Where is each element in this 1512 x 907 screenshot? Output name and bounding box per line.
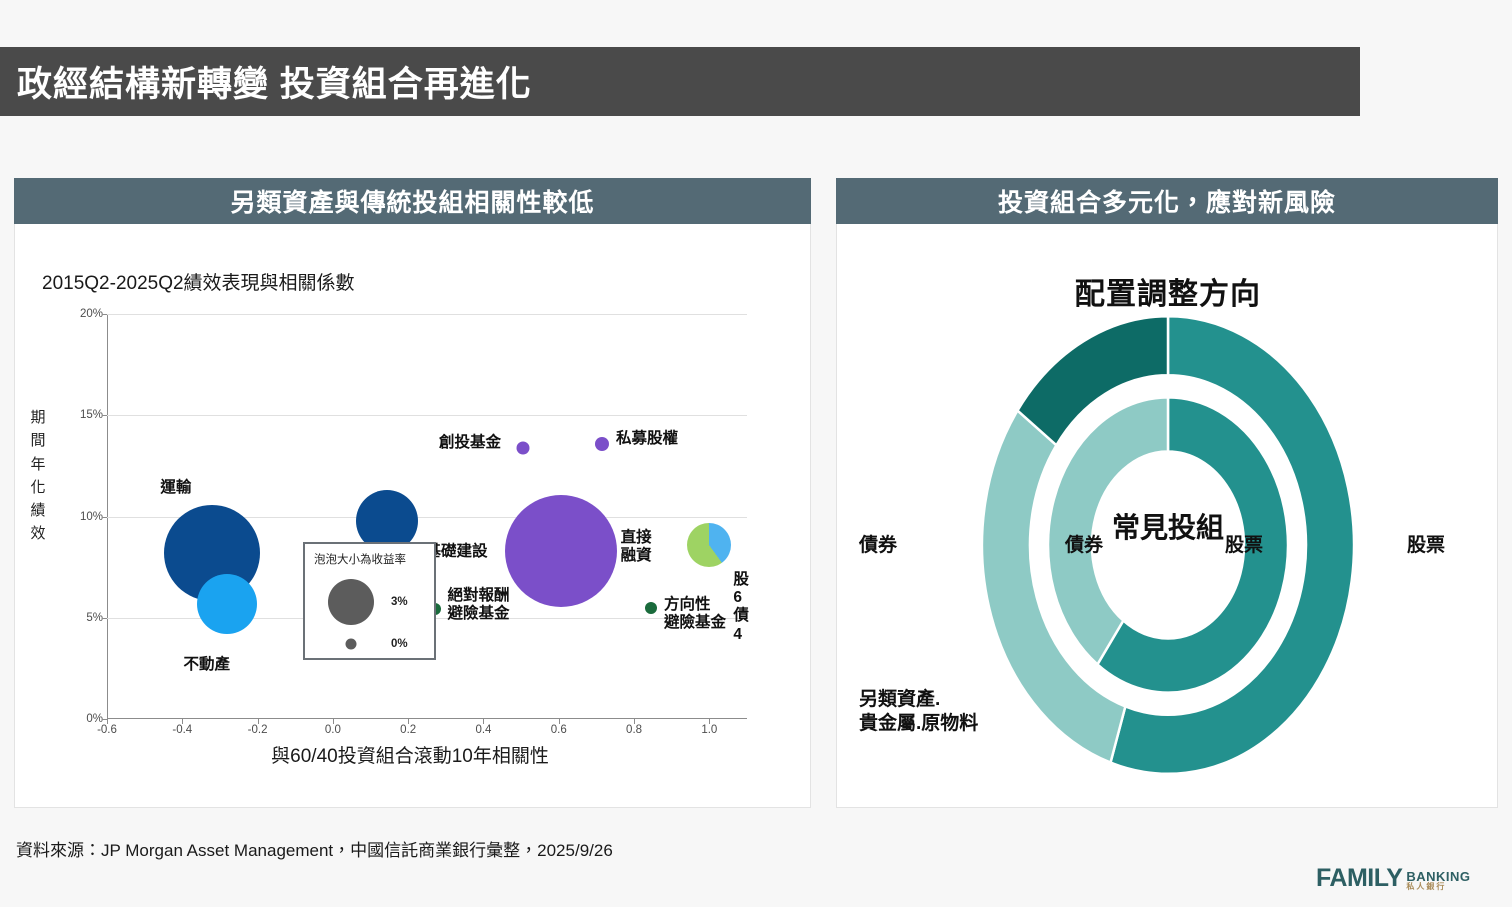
y-axis-tick-label: 15%	[79, 409, 103, 422]
donut-segment-outer-另類資產.貴金屬.原物料	[1015, 314, 1170, 448]
data-point-bubble	[516, 441, 530, 455]
data-point-label: 直接 融資	[620, 528, 652, 565]
right-panel-body: 配置調整方向 常見投組 債券 債券 股票 股票 另類資產. 貴金屬.原物料	[836, 224, 1498, 808]
legend-bubble-small	[345, 638, 357, 650]
y-axis-title-char: 績	[30, 502, 46, 519]
bubble-chart-title: 2015Q2-2025Q2績效表現與相關係數	[42, 273, 355, 294]
x-tickmark	[408, 719, 410, 724]
x-axis-tick-label: 0.2	[400, 724, 417, 736]
donut-label-outer-bond: 債券	[859, 535, 898, 556]
x-axis-tick-label: -0.4	[172, 724, 193, 736]
bubble-chart: 期 間 年 化 績 效 0% 5% 10% 15% 20% 直接 融資 運輸基礎建設不動產…	[15, 224, 812, 808]
data-point-label: 私募股權	[616, 429, 679, 447]
donut-segment-outer-股票	[1109, 314, 1356, 776]
x-axis-tick-label: -0.2	[247, 724, 268, 736]
chart-y-axis-title: 期 間 年 化 績 效	[27, 406, 49, 546]
left-panel-header-text: 另類資產與傳統投組相關性較低	[230, 189, 595, 217]
data-point-label: 基礎建設	[425, 542, 488, 560]
x-tickmark	[257, 719, 259, 724]
right-panel-header: 投資組合多元化，應對新風險	[836, 178, 1498, 224]
x-axis-tick-label: 1.0	[701, 724, 718, 736]
donut-chart-title: 配置調整方向	[1075, 278, 1261, 311]
legend-bubble-large	[328, 579, 374, 625]
legend-title: 泡泡大小為收益率	[314, 554, 406, 566]
logo-banking-en: BANKING	[1406, 869, 1471, 884]
y-axis-title-char: 期	[30, 409, 46, 426]
right-panel-header-text: 投資組合多元化，應對新風險	[997, 189, 1336, 217]
data-point-bubble	[645, 601, 657, 614]
gridline	[107, 415, 747, 417]
legend-value-small: 0%	[391, 638, 408, 650]
data-point-label: 不動產	[183, 655, 230, 673]
x-axis-tick-label: 0.6	[550, 724, 567, 736]
x-axis-tick-label: -0.6	[97, 724, 117, 736]
y-axis-tick-labels: 0% 5% 10% 15% 20%	[57, 308, 103, 725]
gridline	[107, 314, 747, 315]
left-panel-header: 另類資產與傳統投組相關性較低	[14, 178, 811, 224]
footer-source-note: 資料來源：JP Morgan Asset Management，中國信託商業銀行…	[16, 841, 613, 860]
data-point-pie-股6債4	[687, 522, 732, 567]
donut-center-label: 常見投組	[1111, 512, 1224, 543]
y-axis-title-char: 間	[30, 432, 46, 450]
legend-value-large: 3%	[391, 596, 408, 608]
y-axis-title-char: 化	[30, 478, 46, 496]
donut-segment-outer-債券	[980, 408, 1127, 765]
y-axis-tick-label: 10%	[79, 510, 103, 523]
data-point-bubble	[504, 494, 617, 607]
x-axis-line	[107, 718, 747, 719]
donut-svg	[980, 314, 1356, 776]
logo-banking-block: BANKING 私人銀行	[1406, 870, 1470, 891]
logo-family-text: FAMILY	[1316, 864, 1403, 892]
data-point-label: 股6債4	[733, 570, 749, 643]
slide-title: 政經結構新轉變 投資組合再進化	[17, 65, 532, 104]
x-tickmark	[107, 719, 108, 724]
data-point-label: 創投基金	[439, 433, 502, 451]
logo-banking-zh: 私人銀行	[1406, 882, 1447, 891]
y-axis-tick-label: 0%	[86, 713, 103, 725]
data-point-bubble	[595, 436, 610, 451]
y-axis-title-char: 效	[30, 525, 46, 543]
donut-segment-inner-債券	[1046, 396, 1170, 667]
bubble-size-legend: 泡泡大小為收益率 3% 0%	[303, 542, 436, 660]
x-axis-tick-label: 0.4	[475, 724, 492, 736]
data-point-bubble	[356, 489, 419, 552]
y-axis-tick-label: 5%	[86, 611, 103, 624]
x-tickmark	[634, 719, 636, 724]
y-tickmark	[102, 314, 107, 315]
donut-segment-inner-股票	[1095, 396, 1290, 694]
donut-label-outer-equity: 股票	[1407, 535, 1446, 556]
donut-label-inner-equity: 股票	[1225, 535, 1264, 556]
left-panel-body: 2015Q2-2025Q2績效表現與相關係數 期 間 年 化 績 效 0% 5% 1…	[14, 224, 811, 808]
donut-label-outer-alt: 另類資產. 貴金屬.原物料	[859, 689, 979, 734]
y-axis-title-char: 年	[30, 455, 46, 473]
chart-x-axis-title: 與60/40投資組合滾動10年相關性	[271, 746, 549, 767]
y-axis-tick-label: 20%	[79, 308, 103, 320]
y-tickmark	[102, 617, 107, 619]
y-tickmark	[102, 516, 107, 518]
slide-title-bar: 政經結構新轉變 投資組合再進化	[0, 47, 1360, 116]
x-axis-tick-label: 0.0	[324, 724, 341, 736]
x-axis-tick-labels: -0.6 -0.4 -0.2 0.0 0.2 0.4 0.6 0.8 1.0	[97, 724, 747, 740]
data-point-label: 絕對報酬 避險基金	[447, 586, 510, 622]
data-point-label: 運輸	[160, 478, 192, 496]
x-tickmark	[709, 719, 711, 724]
y-tickmark	[102, 719, 107, 720]
donut-chart: 常見投組	[978, 310, 1358, 780]
x-tickmark	[332, 719, 334, 724]
donut-label-inner-bond: 債券	[1065, 535, 1104, 556]
gridline	[107, 516, 747, 518]
x-tickmark	[483, 719, 485, 724]
family-banking-logo: FAMILY BANKING 私人銀行	[1316, 866, 1471, 891]
x-axis-tick-label: 0.8	[626, 724, 643, 736]
x-tickmark	[558, 719, 560, 724]
y-tickmark	[102, 415, 107, 417]
data-point-label: 方向性 避險基金	[664, 595, 727, 631]
x-tickmark	[182, 719, 184, 724]
data-point-bubble	[197, 573, 258, 634]
